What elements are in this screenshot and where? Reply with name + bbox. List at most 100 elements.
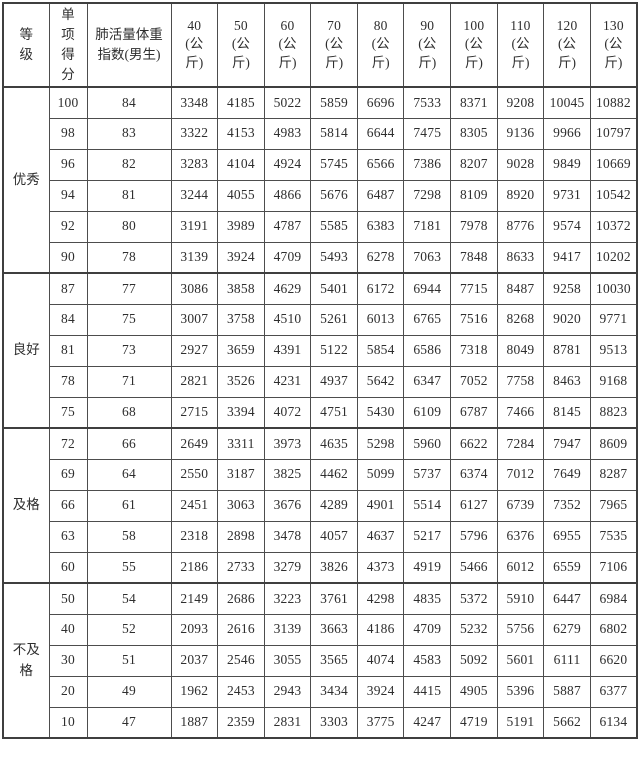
- value-cell: 7063: [403, 241, 452, 274]
- value-cell: 7965: [589, 489, 638, 522]
- value-cell: 6586: [403, 334, 452, 367]
- value-cell: 9208: [496, 86, 545, 119]
- value-cell: 7475: [403, 117, 452, 150]
- value-cell: 6765: [403, 303, 452, 336]
- value-cell: 8823: [589, 396, 638, 429]
- value-cell: 10372: [589, 210, 638, 243]
- value-cell: 9731: [543, 179, 591, 212]
- value-cell: 3924: [356, 675, 405, 708]
- index-cell: 71: [86, 365, 172, 398]
- value-cell: 2927: [170, 334, 219, 367]
- value-cell: 7848: [450, 241, 498, 274]
- value-cell: 7466: [496, 396, 545, 429]
- weight-value: 70: [327, 18, 342, 33]
- value-cell: 6279: [543, 613, 591, 646]
- value-cell: 3973: [263, 427, 312, 460]
- index-cell: 84: [86, 86, 172, 119]
- value-cell: 9020: [543, 303, 591, 336]
- score-cell: 50: [48, 582, 88, 615]
- value-cell: 5585: [310, 210, 358, 243]
- value-cell: 3007: [170, 303, 219, 336]
- value-cell: 5191: [496, 706, 545, 739]
- table-row: 92 80 3191 3989 4787 5585 6383 7181 7978 8776 9574…: [3, 210, 638, 243]
- grade-cell: 及格: [2, 427, 50, 584]
- value-cell: 4247: [403, 706, 452, 739]
- value-cell: 4074: [356, 644, 405, 677]
- header-weight-130: 130 (公斤): [589, 2, 638, 88]
- value-cell: 3187: [217, 458, 265, 491]
- value-cell: 9417: [543, 241, 591, 274]
- value-cell: 8776: [496, 210, 545, 243]
- value-cell: 2831: [263, 706, 312, 739]
- grade-group-优秀: 优秀 100 84 3348 4185 5022 5859 6696 7533 8371 9208 1…: [2, 86, 638, 274]
- value-cell: 3659: [217, 334, 265, 367]
- value-cell: 7284: [496, 427, 545, 460]
- value-cell: 5232: [450, 613, 498, 646]
- header-row: 等级 单项得分 肺活量体重指数(男生) 40 (公斤) 50 (公斤) 60 (公斤) 70 (公斤…: [2, 2, 638, 88]
- weight-value: 130: [602, 18, 624, 33]
- value-cell: 4709: [263, 241, 312, 274]
- value-cell: 4787: [263, 210, 312, 243]
- table-row: 30 51 2037 2546 3055 3565 4074 4583 5092 5601 6111…: [3, 644, 638, 677]
- grade-label: 不及格: [12, 642, 40, 678]
- value-cell: 9966: [543, 117, 591, 150]
- value-cell: 2359: [217, 706, 265, 739]
- value-cell: 3086: [170, 272, 219, 305]
- value-cell: 9258: [543, 272, 591, 305]
- index-cell: 55: [86, 551, 172, 584]
- value-cell: 6620: [589, 644, 638, 677]
- value-cell: 6172: [356, 272, 405, 305]
- value-cell: 4983: [263, 117, 312, 150]
- value-cell: 9849: [543, 148, 591, 181]
- header-weight-60: 60 (公斤): [263, 2, 312, 88]
- score-cell: 84: [48, 303, 88, 336]
- value-cell: 4462: [310, 458, 358, 491]
- value-cell: 6622: [450, 427, 498, 460]
- value-cell: 2715: [170, 396, 219, 429]
- value-cell: 5261: [310, 303, 358, 336]
- value-cell: 5814: [310, 117, 358, 150]
- score-table: 等级 单项得分 肺活量体重指数(男生) 40 (公斤) 50 (公斤) 60 (公斤) 70 (公斤…: [2, 2, 638, 739]
- value-cell: 2451: [170, 489, 219, 522]
- value-cell: 6127: [450, 489, 498, 522]
- grade-cell: 优秀: [2, 86, 50, 274]
- value-cell: 3055: [263, 644, 312, 677]
- score-cell: 81: [48, 334, 88, 367]
- value-cell: 3311: [217, 427, 265, 460]
- weight-value: 50: [233, 18, 248, 33]
- value-cell: 4709: [403, 613, 452, 646]
- table-row: 良好 87 77 3086 3858 4629 5401 6172 6944 7715 8487 92…: [2, 272, 638, 429]
- value-cell: 4719: [450, 706, 498, 739]
- value-cell: 5960: [403, 427, 452, 460]
- value-cell: 5642: [356, 365, 405, 398]
- value-cell: 3139: [263, 613, 312, 646]
- value-cell: 5662: [543, 706, 591, 739]
- value-cell: 3434: [310, 675, 358, 708]
- value-cell: 8487: [496, 272, 545, 305]
- value-cell: 4185: [217, 86, 265, 119]
- value-cell: 8287: [589, 458, 638, 491]
- table-row: 60 55 2186 2733 3279 3826 4373 4919 5466 6012 6559…: [3, 551, 638, 584]
- value-cell: 10882: [589, 86, 638, 119]
- value-cell: 5217: [403, 520, 452, 553]
- index-cell: 58: [86, 520, 172, 553]
- value-cell: 4583: [403, 644, 452, 677]
- header-score-label: 单项得分: [61, 6, 75, 83]
- weight-unit: (公斤): [185, 36, 204, 71]
- value-cell: 9136: [496, 117, 545, 150]
- table-row: 40 52 2093 2616 3139 3663 4186 4709 5232 5756 6279…: [3, 613, 638, 646]
- value-cell: 7533: [403, 86, 452, 119]
- value-cell: 7649: [543, 458, 591, 491]
- weight-unit: (公斤): [604, 36, 623, 71]
- value-cell: 4919: [403, 551, 452, 584]
- value-cell: 6739: [496, 489, 545, 522]
- value-cell: 5372: [450, 582, 498, 615]
- value-cell: 4751: [310, 396, 358, 429]
- value-cell: 8781: [543, 334, 591, 367]
- value-cell: 7318: [450, 334, 498, 367]
- value-cell: 6944: [403, 272, 452, 305]
- value-cell: 4104: [217, 148, 265, 181]
- score-cell: 72: [48, 427, 88, 460]
- value-cell: 3826: [310, 551, 358, 584]
- score-cell: 92: [48, 210, 88, 243]
